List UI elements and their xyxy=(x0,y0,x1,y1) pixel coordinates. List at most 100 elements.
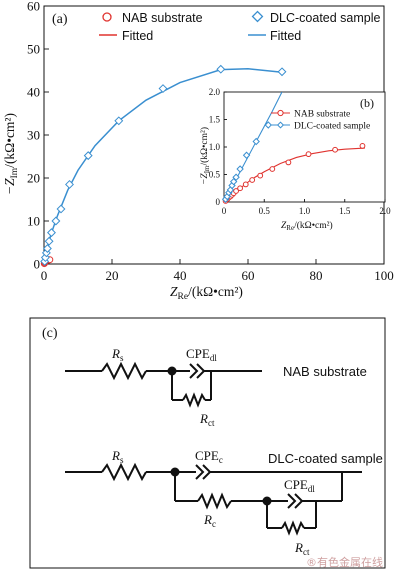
series-1-point xyxy=(65,179,74,189)
node-dlc-1 xyxy=(170,467,180,477)
y-tick-label: 40 xyxy=(27,85,40,100)
chart-b-frame xyxy=(223,91,386,203)
x-tick-label: 1.5 xyxy=(339,206,351,216)
legend-nab-marker xyxy=(102,12,112,22)
series-1-point xyxy=(51,216,61,226)
label-rct-dlc: Rct xyxy=(294,540,310,557)
node-dlc-2 xyxy=(262,496,272,506)
y-tick-label: 50 xyxy=(27,42,40,57)
chart-a-ylabel: −ZIm/(kΩ•cm²) xyxy=(2,113,20,195)
chart-a-legend: NAB substrate Fitted DLC-coated sample F… xyxy=(99,10,381,43)
label-rs-dlc: Rs xyxy=(111,448,124,465)
node-nab xyxy=(167,366,177,376)
label-cpedl-dlc: CPEdl xyxy=(284,477,315,494)
series-1-point xyxy=(44,236,54,246)
series-1-point xyxy=(47,228,56,238)
series-0-point xyxy=(249,177,256,183)
legend-b-dlc-marker xyxy=(276,121,285,129)
x-tick-label: 20 xyxy=(106,268,119,283)
series-0-point xyxy=(359,143,366,149)
chart-a: 0 20 40 60 80 100 0 10 20 30 40 50 60 (a) NAB substr… xyxy=(2,0,394,302)
series-1-point xyxy=(264,121,272,129)
series-1-point xyxy=(42,244,52,253)
x-tick-label: 0.5 xyxy=(259,206,271,216)
y-tick-label: 60 xyxy=(27,0,40,14)
y-tick-label: 1.0 xyxy=(209,142,221,152)
cpe-dl-nab xyxy=(189,363,199,379)
y-tick-label: 10 xyxy=(27,214,40,229)
series-1-point xyxy=(83,151,93,161)
chart-b-xlabel: ZRe/(kΩ•cm²) xyxy=(281,220,333,232)
series-1-point xyxy=(232,173,240,181)
y-tick-label: 30 xyxy=(27,128,40,143)
series-1-point xyxy=(242,151,251,159)
watermark: ®有色金属在线 xyxy=(306,555,383,569)
legend-b-dlc-label: DLC-coated sample xyxy=(294,122,370,132)
series-1-point xyxy=(114,116,124,126)
x-tick-label: 2.0 xyxy=(379,206,391,216)
series-1-point xyxy=(229,177,238,186)
series-0-point xyxy=(257,172,264,179)
x-tick-label: 0 xyxy=(41,268,48,283)
chart-b-panel-label: (b) xyxy=(360,96,374,110)
series-0-point xyxy=(233,188,239,194)
chart-a-series xyxy=(40,64,287,268)
label-rc-dlc: Rc xyxy=(203,512,216,529)
chart-a-ticks: 0 20 40 60 80 100 0 10 20 30 40 50 60 xyxy=(27,0,394,283)
circuit-dlc-title: DLC-coated sample xyxy=(268,451,383,466)
circuit-nab-title: NAB substrate xyxy=(283,364,367,379)
x-tick-label: 60 xyxy=(242,268,255,283)
circuit-panel-frame xyxy=(29,317,386,569)
chart-b-legend: NAB substrate DLC-coated sample xyxy=(271,110,370,132)
series-1-point xyxy=(236,165,244,173)
series-0-point xyxy=(269,166,276,172)
legend-b-nab-label: NAB substrate xyxy=(294,110,350,120)
series-0-point xyxy=(237,185,244,192)
circuit-nab xyxy=(65,361,262,408)
y-tick-label: 20 xyxy=(27,171,40,186)
resistor-rc-dlc xyxy=(197,492,232,510)
chart-b-series xyxy=(221,92,366,204)
legend-nab-fit-label: Fitted xyxy=(122,29,153,43)
chart-a-xlabel: ZRe/(kΩ•cm²) xyxy=(170,284,243,302)
label-rs-nab: Rs xyxy=(111,346,124,363)
label-rct-nab: Rct xyxy=(199,411,215,428)
x-tick-label: 40 xyxy=(174,268,187,283)
series-1-point xyxy=(158,84,168,94)
x-tick-label: 0 xyxy=(222,206,227,216)
y-tick-label: 1.5 xyxy=(209,115,221,125)
chart-b: 0 0.5 1.0 1.5 2.0 0 0.5 1.0 1.5 2.0 (b) NAB subst… xyxy=(199,87,391,232)
series-0-point xyxy=(332,146,338,153)
series-1-point xyxy=(56,204,66,214)
label-cpec-dlc: CPEc xyxy=(195,448,223,465)
chart-b-ylabel: −ZIm/(kΩ•cm²) xyxy=(199,127,211,185)
legend-dlc-marker xyxy=(251,10,264,23)
label-cpe-nab: CPEdl xyxy=(186,346,217,363)
x-tick-label: 80 xyxy=(310,268,323,283)
x-tick-label: 100 xyxy=(374,268,394,283)
y-tick-label: 2.0 xyxy=(209,87,221,97)
resistor-rct-nab xyxy=(182,392,206,408)
legend-nab-label: NAB substrate xyxy=(122,11,203,25)
resistor-rs-dlc xyxy=(101,462,147,482)
series-1-point xyxy=(252,137,260,146)
series-0-point xyxy=(285,159,292,166)
resistor-rs-nab xyxy=(101,361,147,381)
circuit-panel: (c) Rs CPEdl Rct NAB substrate xyxy=(29,317,386,569)
legend-dlc-fit-label: Fitted xyxy=(270,29,301,43)
circuit-dlc xyxy=(65,462,362,536)
series-0-point xyxy=(305,151,312,158)
series-1-point xyxy=(277,67,287,77)
y-tick-label: 0.5 xyxy=(209,170,221,180)
series-1-point xyxy=(216,64,226,74)
chart-a-panel-label: (a) xyxy=(52,12,68,27)
cpe-dl-dlc xyxy=(287,493,297,509)
circuit-panel-label: (c) xyxy=(42,326,58,341)
y-tick-label: 0 xyxy=(34,257,41,272)
cpe-c-dlc xyxy=(195,464,205,480)
x-tick-label: 1.0 xyxy=(299,206,311,216)
legend-dlc-label: DLC-coated sample xyxy=(270,11,381,25)
resistor-rct-dlc xyxy=(281,520,305,536)
series-0-point xyxy=(242,181,249,188)
